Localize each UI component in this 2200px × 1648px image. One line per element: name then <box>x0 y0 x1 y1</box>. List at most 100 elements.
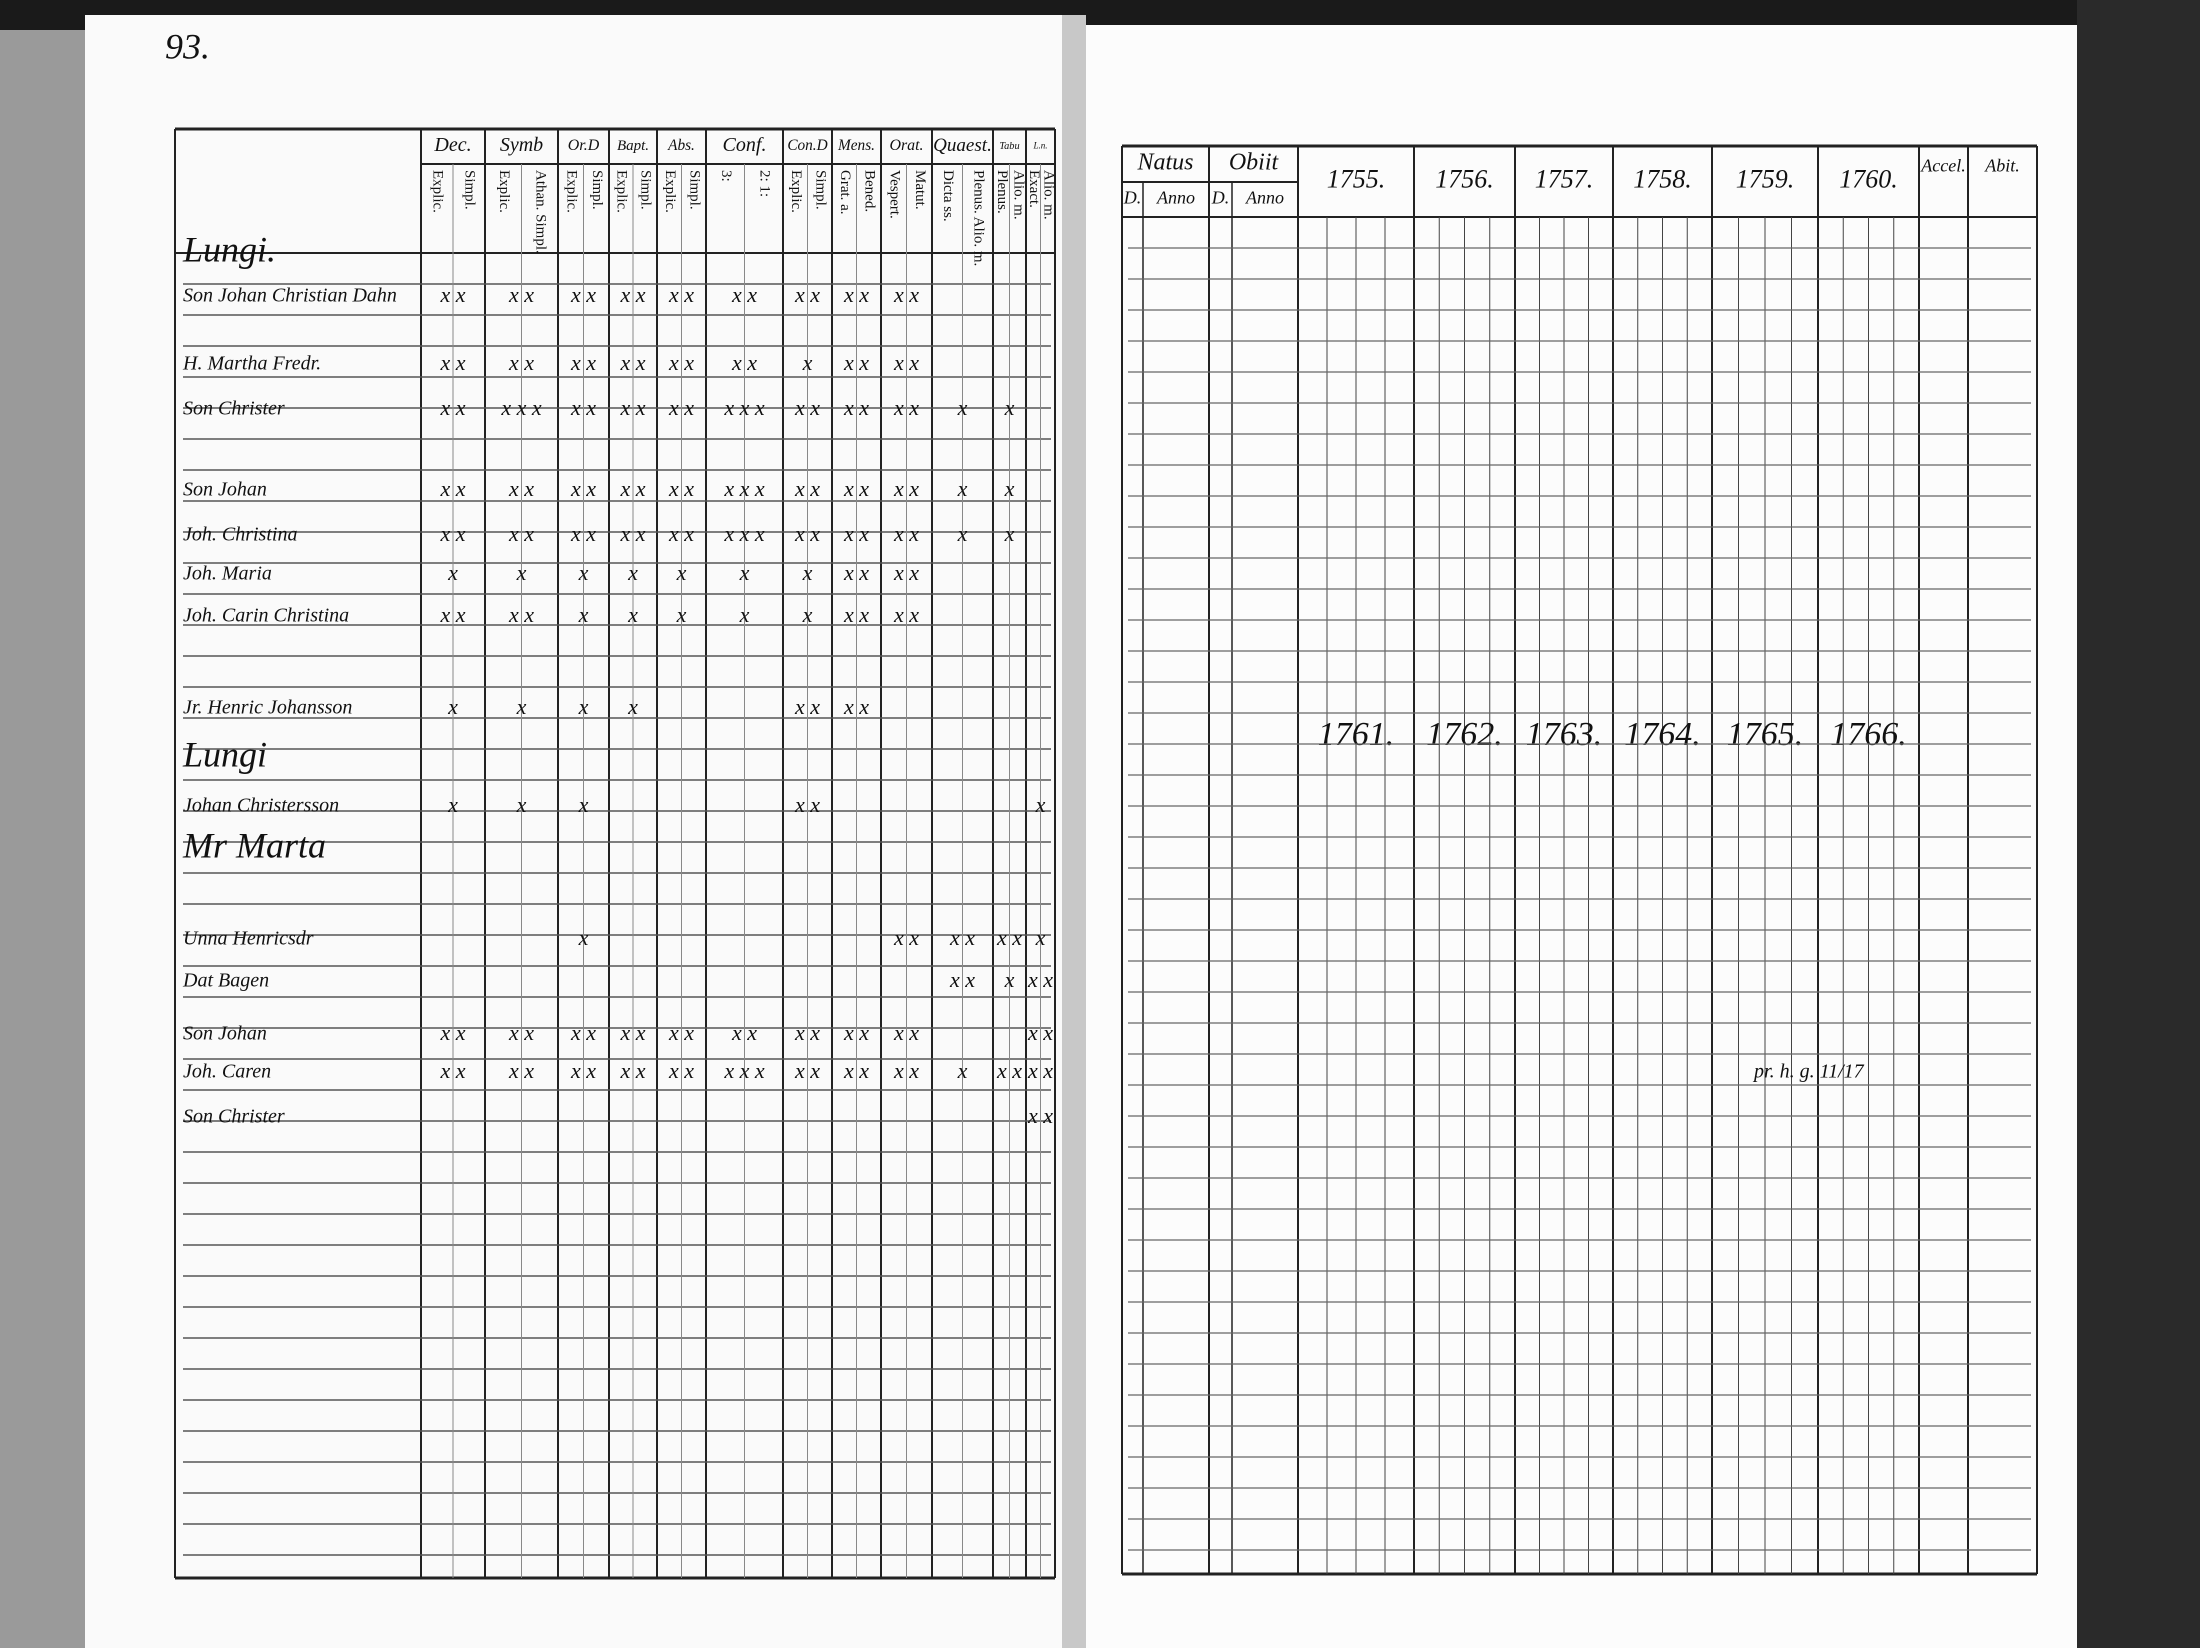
exam-mark: x x x <box>723 1058 765 1083</box>
column-subheader: Explic. <box>430 170 446 213</box>
column-subheader: Grat. a. <box>837 170 853 215</box>
exam-mark: x x <box>508 602 534 627</box>
column-header: Con.D <box>787 137 827 154</box>
column-header: Dec. <box>433 134 471 156</box>
column-header: Abs. <box>667 137 695 154</box>
year-header-second: 1763. <box>1526 716 1603 753</box>
exam-mark: x x x <box>723 395 765 420</box>
exam-mark: x x <box>439 282 465 307</box>
exam-mark: x x <box>570 395 596 420</box>
column-subheader: Simpl. <box>686 170 702 210</box>
exam-mark: x x <box>893 602 919 627</box>
column-header: Or.D <box>568 137 600 154</box>
exam-mark: x x <box>1027 967 1053 992</box>
person-name: Johan Christersson <box>183 795 339 817</box>
column-subheader: 3: <box>718 170 734 182</box>
exam-mark: x x <box>508 282 534 307</box>
year-header-second: 1761. <box>1318 716 1395 753</box>
exam-mark: x <box>578 792 589 817</box>
exam-mark: x <box>802 602 813 627</box>
column-header: Bapt. <box>617 138 649 154</box>
exam-mark: x <box>516 792 527 817</box>
right-table: Natus D. Anno Obiit D. Anno 1755. 1761. 1756. 176… <box>1121 144 2038 1576</box>
exam-mark: x x <box>439 476 465 501</box>
person-name: Unna Henricsdr <box>183 928 314 950</box>
exam-mark: x x <box>731 350 757 375</box>
exam-mark: x x <box>794 1058 820 1083</box>
exam-mark: x x <box>570 1058 596 1083</box>
column-subheader: Bened. <box>861 170 877 212</box>
exam-mark: x x <box>893 476 919 501</box>
exam-mark: x x <box>949 925 975 950</box>
column-subheader: Plenus. Alio. m. <box>970 170 986 266</box>
exam-mark: x <box>578 602 589 627</box>
column-subheader: Exact. <box>1026 170 1042 208</box>
year-header-second: 1764. <box>1624 716 1701 753</box>
exam-mark: x x <box>508 350 534 375</box>
exam-mark: x <box>447 694 458 719</box>
exam-mark: x x <box>893 1058 919 1083</box>
exam-mark: x x <box>794 792 820 817</box>
exam-mark: x x x <box>500 395 542 420</box>
exam-mark: x x <box>668 1058 694 1083</box>
person-name: Lungi <box>182 734 267 774</box>
exam-mark: x x <box>843 521 869 546</box>
gutter <box>1062 15 1086 1648</box>
exam-mark: x x <box>843 395 869 420</box>
person-name: Son Christer <box>183 398 285 420</box>
exam-mark: x x <box>619 1020 645 1045</box>
column-subheader: Vespert. <box>886 170 902 219</box>
exam-mark: x x <box>668 350 694 375</box>
column-header: Orat. <box>889 137 923 154</box>
year-header: 1755. <box>1327 164 1386 193</box>
column-subheader: Explic. <box>662 170 678 213</box>
exam-mark: x x <box>619 1058 645 1083</box>
column-header: Tabu <box>999 141 1019 152</box>
column-header: Natus <box>1136 150 1193 176</box>
exam-mark: x x <box>619 395 645 420</box>
exam-mark: x <box>1004 967 1015 992</box>
exam-mark: x x <box>843 694 869 719</box>
exam-mark: x <box>578 694 589 719</box>
exam-mark: x x <box>1027 1020 1053 1045</box>
exam-mark: x x <box>619 521 645 546</box>
column-header: Conf. <box>723 134 767 156</box>
exam-mark: x <box>578 560 589 585</box>
exam-mark: x <box>447 560 458 585</box>
exam-mark: x <box>1035 792 1046 817</box>
column-header: Abit. <box>1984 156 2020 176</box>
exam-mark: x <box>957 476 968 501</box>
column-subheader: 2: 1: <box>756 170 772 197</box>
column-header: L.n. <box>1032 141 1047 151</box>
column-subheader: Explic. <box>614 170 630 213</box>
exam-mark: x <box>447 792 458 817</box>
column-subheader: Anno <box>1245 188 1284 208</box>
column-subheader: Explic. <box>563 170 579 213</box>
exam-mark: x x <box>668 476 694 501</box>
page-edges-right <box>2077 0 2200 1648</box>
exam-mark: x x <box>619 282 645 307</box>
column-subheader: Anno <box>1156 188 1195 208</box>
person-name: Joh. Carin Christina <box>183 605 349 627</box>
column-subheader: D. <box>1211 188 1230 208</box>
exam-mark: x <box>676 560 687 585</box>
person-name: H. Martha Fredr. <box>182 353 321 375</box>
exam-mark: x x <box>843 476 869 501</box>
column-header: Mens. <box>837 137 875 154</box>
exam-mark: x x <box>996 1058 1022 1083</box>
year-header: 1757. <box>1535 164 1594 193</box>
exam-mark: x x <box>794 395 820 420</box>
exam-mark: x x <box>668 521 694 546</box>
person-name: Son Johan Christian Dahn <box>183 285 397 307</box>
exam-mark: x <box>516 694 527 719</box>
exam-mark: x x <box>794 1020 820 1045</box>
exam-mark: x x <box>843 560 869 585</box>
exam-mark: x x x <box>723 476 765 501</box>
exam-mark: x x <box>843 1058 869 1083</box>
year-header: 1758. <box>1633 164 1692 193</box>
column-header: Accel. <box>1920 156 1965 176</box>
exam-mark: x x <box>570 282 596 307</box>
column-subheader: Alio. m. <box>1040 170 1056 220</box>
person-name: Jr. Henric Johansson <box>183 697 352 719</box>
